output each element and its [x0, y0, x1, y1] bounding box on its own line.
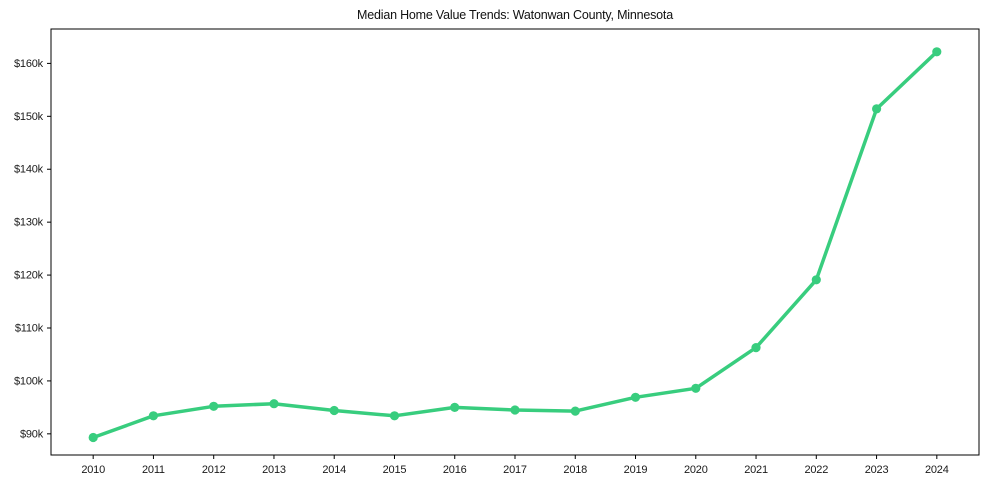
- data-point-2014: [329, 405, 339, 416]
- trend-line: [91, 50, 939, 440]
- x-tick-label: 2010: [81, 464, 105, 476]
- x-tick-label: 2018: [563, 464, 587, 476]
- x-tick-label: 2016: [443, 464, 467, 476]
- x-tick-label: 2022: [804, 464, 828, 476]
- y-tick-label: $110k: [15, 322, 44, 334]
- x-tick-label: 2011: [142, 464, 165, 476]
- data-point-2020: [691, 383, 701, 393]
- y-tick-label: $90k: [20, 428, 44, 440]
- data-point-2011: [148, 411, 158, 421]
- y-tick-label: $150k: [14, 111, 44, 123]
- x-tick-label: 2015: [383, 464, 407, 476]
- data-point-2013: [269, 399, 279, 409]
- x-tick-label: 2017: [503, 464, 527, 476]
- x-tick-label: 2014: [322, 464, 346, 476]
- chart-title: Median Home Value Trends: Watonwan Count…: [357, 8, 673, 22]
- x-tick-label: 2021: [744, 464, 768, 476]
- data-point-2019: [630, 392, 641, 402]
- y-tick-label: $160k: [14, 58, 44, 70]
- y-tick-label: $140k: [14, 164, 44, 176]
- x-tick-label: 2013: [262, 464, 286, 476]
- plot-border: [50, 28, 980, 456]
- data-point-2012: [209, 401, 219, 411]
- data-point-2015: [389, 411, 400, 421]
- data-point-2017: [510, 405, 520, 415]
- y-tick-label: $120k: [14, 270, 44, 282]
- data-point-2016: [450, 402, 460, 412]
- y-tick-label: $100k: [14, 375, 44, 387]
- x-tick-label: 2012: [202, 464, 226, 476]
- x-tick-label: 2023: [865, 464, 889, 476]
- data-point-2021: [751, 343, 761, 353]
- y-tick-label: $130k: [14, 217, 44, 229]
- x-tick-label: 2024: [925, 464, 949, 476]
- data-point-2023: [872, 104, 882, 114]
- data-point-2010: [88, 432, 98, 443]
- data-point-2022: [811, 275, 821, 285]
- data-point-2024: [932, 47, 942, 57]
- data-point-2018: [570, 406, 580, 416]
- x-tick-label: 2019: [624, 464, 648, 476]
- x-tick-label: 2020: [684, 464, 708, 476]
